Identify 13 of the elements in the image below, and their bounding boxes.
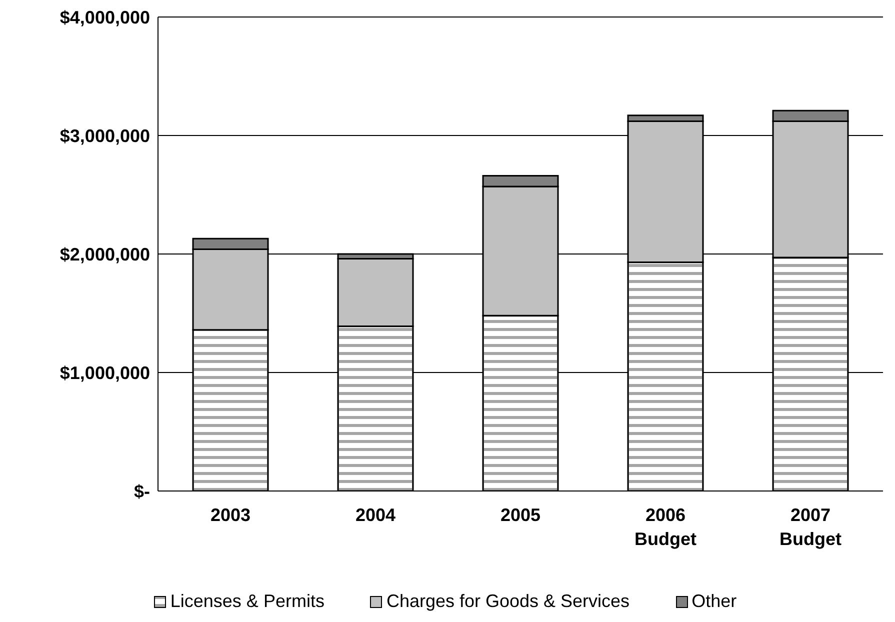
y-tick-label: $1,000,000 [60,362,150,383]
y-tick-label: $- [134,481,150,502]
legend-label: Charges for Goods & Services [386,591,630,612]
x-tick-label: 2004 [355,505,396,525]
legend-label: Other [692,591,737,612]
y-tick-label: $2,000,000 [60,244,150,264]
x-tick-label: 2005 [500,505,541,525]
y-tick-label: $3,000,000 [60,126,150,146]
legend-label: Licenses & Permits [170,591,324,612]
y-tick-label: $4,000,000 [60,7,150,28]
x-tick-label: 2003 [210,505,251,525]
x-tick-label: 2007 Budget [780,505,842,549]
x-tick-label: 2006 Budget [634,505,696,549]
